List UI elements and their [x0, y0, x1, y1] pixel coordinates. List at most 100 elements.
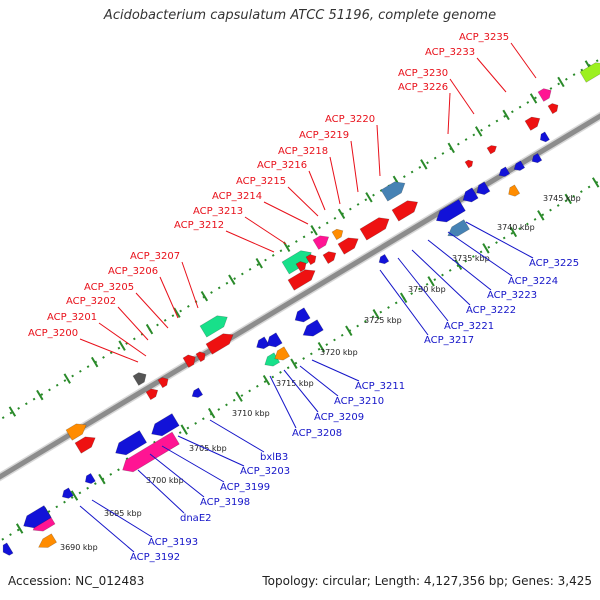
- gene-feature[interactable]: [530, 152, 543, 164]
- inner-ruler-tick: [345, 325, 353, 336]
- gene-feature[interactable]: [506, 184, 521, 199]
- reverse-gene-label[interactable]: ACP_3199: [220, 482, 270, 493]
- reverse-gene-label[interactable]: ACP_3192: [130, 552, 180, 563]
- gene-feature[interactable]: [292, 307, 311, 325]
- gene-feature[interactable]: [74, 433, 98, 454]
- forward-gene-label[interactable]: ACP_3205: [84, 282, 134, 293]
- gene-feature-shape: [287, 269, 316, 291]
- reverse-gene-label[interactable]: ACP_3203: [240, 466, 290, 477]
- forward-gene-label[interactable]: ACP_3233: [425, 47, 475, 58]
- gene-feature-shape: [486, 145, 497, 155]
- reverse-gene-label[interactable]: ACP_3223: [487, 290, 537, 301]
- gene-feature[interactable]: [112, 430, 148, 459]
- gene-feature[interactable]: [0, 542, 14, 557]
- reverse-gene-label[interactable]: bxlB3: [260, 452, 288, 463]
- gene-feature[interactable]: [264, 332, 283, 350]
- gene-feature[interactable]: [445, 219, 470, 241]
- gene-feature[interactable]: [145, 386, 160, 401]
- reverse-gene-label[interactable]: ACP_3210: [334, 396, 384, 407]
- gene-feature[interactable]: [36, 533, 57, 552]
- gene-feature[interactable]: [538, 131, 550, 144]
- gene-feature[interactable]: [464, 158, 475, 169]
- gene-feature[interactable]: [272, 346, 291, 364]
- inner-ruler-tick: [427, 276, 435, 287]
- gene-feature[interactable]: [148, 413, 180, 440]
- reverse-gene-label[interactable]: ACP_3225: [529, 258, 579, 269]
- gene-feature[interactable]: [199, 312, 231, 338]
- gene-feature[interactable]: [254, 336, 270, 352]
- forward-gene-label[interactable]: ACP_3213: [193, 206, 243, 217]
- gene-feature[interactable]: [300, 319, 324, 341]
- gene-feature[interactable]: [474, 181, 491, 198]
- forward-gene-leader: [329, 156, 341, 205]
- forward-gene-label[interactable]: ACP_3212: [174, 220, 224, 231]
- gene-feature[interactable]: [182, 352, 198, 368]
- gene-feature[interactable]: [205, 330, 236, 355]
- gene-feature[interactable]: [377, 253, 390, 265]
- forward-gene-label[interactable]: ACP_3215: [236, 176, 286, 187]
- gene-feature[interactable]: [295, 259, 308, 273]
- forward-gene-label[interactable]: ACP_3200: [28, 328, 78, 339]
- forward-gene-label[interactable]: ACP_3220: [325, 114, 375, 125]
- gene-feature[interactable]: [195, 350, 207, 363]
- forward-gene-label[interactable]: ACP_3219: [299, 130, 349, 141]
- reverse-gene-leader: [379, 269, 429, 336]
- forward-gene-label[interactable]: ACP_3207: [130, 251, 180, 262]
- gene-feature[interactable]: [190, 387, 204, 400]
- gene-feature[interactable]: [460, 187, 479, 205]
- gene-feature[interactable]: [537, 86, 554, 102]
- gene-feature[interactable]: [119, 431, 180, 476]
- reverse-gene-label[interactable]: ACP_3222: [466, 305, 516, 316]
- forward-gene-label[interactable]: ACP_3206: [108, 266, 158, 277]
- gene-feature[interactable]: [157, 375, 170, 389]
- gene-feature[interactable]: [380, 178, 408, 202]
- reverse-gene-label[interactable]: ACP_3208: [292, 428, 342, 439]
- gene-feature[interactable]: [60, 487, 74, 501]
- forward-gene-label[interactable]: ACP_3201: [47, 312, 97, 323]
- gene-feature[interactable]: [65, 420, 89, 441]
- inner-ruler-tick: [70, 490, 79, 501]
- forward-gene-label[interactable]: ACP_3214: [212, 191, 262, 202]
- gene-feature[interactable]: [359, 214, 392, 241]
- outer-ruler-tick: [310, 225, 318, 236]
- ruler-kbp-label: 3745 kbp: [543, 194, 581, 203]
- reverse-gene-label[interactable]: ACP_3209: [314, 412, 364, 423]
- gene-feature[interactable]: [433, 199, 466, 227]
- gene-feature[interactable]: [312, 232, 332, 250]
- reverse-gene-label[interactable]: ACP_3224: [508, 276, 558, 287]
- gene-feature[interactable]: [83, 472, 96, 485]
- reverse-gene-label[interactable]: ACP_3211: [355, 381, 405, 392]
- inner-ruler-tick: [15, 523, 24, 534]
- forward-gene-label[interactable]: ACP_3230: [398, 68, 448, 79]
- gene-feature[interactable]: [20, 505, 52, 532]
- gene-feature-shape: [435, 199, 466, 223]
- gene-feature[interactable]: [512, 160, 526, 173]
- gene-feature[interactable]: [391, 197, 421, 222]
- reverse-gene-label[interactable]: ACP_3193: [148, 537, 198, 548]
- forward-gene-label[interactable]: ACP_3226: [398, 82, 448, 93]
- forward-gene-label[interactable]: ACP_3216: [257, 160, 307, 171]
- gene-feature[interactable]: [305, 252, 318, 266]
- gene-feature-shape: [182, 354, 196, 368]
- gene-feature[interactable]: [497, 166, 511, 179]
- gene-feature[interactable]: [579, 59, 600, 83]
- gene-feature[interactable]: [132, 370, 149, 386]
- reverse-gene-leader: [269, 375, 297, 429]
- ruler-kbp-label: 3695 kbp: [104, 509, 142, 518]
- forward-gene-label[interactable]: ACP_3202: [66, 296, 116, 307]
- forward-gene-label[interactable]: ACP_3218: [278, 146, 328, 157]
- gene-feature[interactable]: [322, 249, 338, 264]
- reverse-gene-label[interactable]: ACP_3198: [200, 497, 250, 508]
- gene-feature[interactable]: [331, 227, 345, 241]
- gene-feature[interactable]: [337, 234, 361, 255]
- gene-feature[interactable]: [547, 101, 560, 115]
- reverse-gene-label[interactable]: ACP_3217: [424, 335, 474, 346]
- gene-feature[interactable]: [486, 143, 498, 155]
- reverse-gene-label[interactable]: dnaE2: [180, 513, 212, 524]
- forward-gene-label[interactable]: ACP_3235: [459, 32, 509, 43]
- gene-feature[interactable]: [287, 266, 318, 291]
- gene-feature-shape: [378, 253, 390, 265]
- gene-feature-shape: [547, 103, 559, 115]
- gene-feature[interactable]: [524, 114, 543, 131]
- reverse-gene-label[interactable]: ACP_3221: [444, 321, 494, 332]
